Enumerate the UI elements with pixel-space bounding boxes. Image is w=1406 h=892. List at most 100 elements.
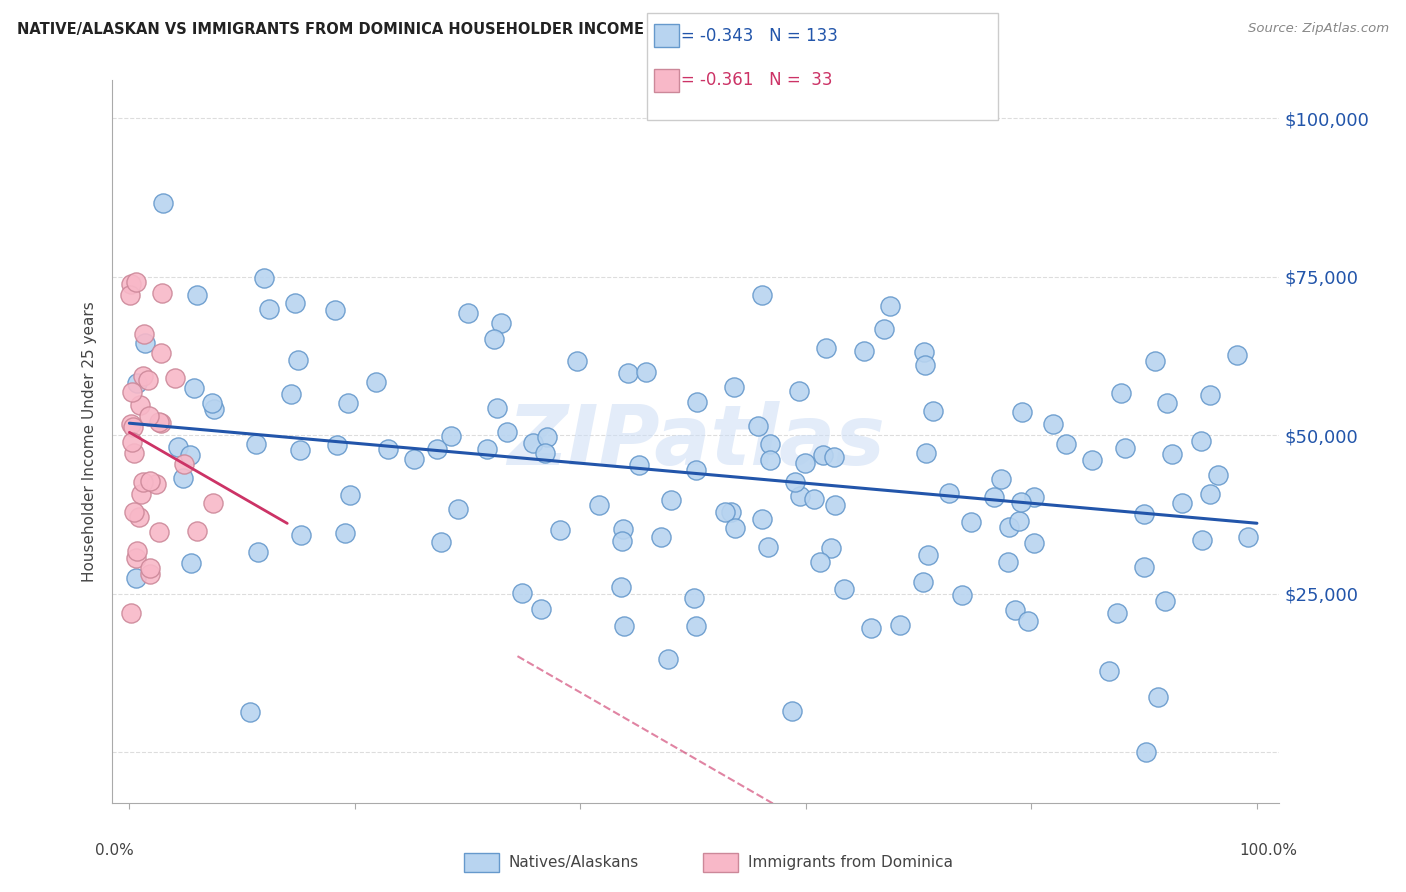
Point: [997, 555, 1019, 569]
Point: [550, 523, 572, 537]
Point: [724, 521, 747, 535]
Point: [138, 474, 160, 488]
Point: [912, 345, 935, 359]
Point: [1198, 387, 1220, 401]
Point: [751, 512, 773, 526]
Point: [125, 376, 148, 390]
Point: [889, 617, 911, 632]
Point: [685, 463, 707, 477]
Point: [134, 327, 156, 342]
Point: [1226, 348, 1249, 362]
Text: NATIVE/ALASKAN VS IMMIGRANTS FROM DOMINICA HOUSEHOLDER INCOME UNDER 25 YEARS COR: NATIVE/ALASKAN VS IMMIGRANTS FROM DOMINI…: [17, 22, 972, 37]
Point: [1199, 487, 1222, 501]
Point: [530, 602, 553, 616]
Point: [747, 418, 769, 433]
Point: [201, 495, 224, 509]
Text: Immigrants from Dominica: Immigrants from Dominica: [748, 855, 953, 870]
Point: [475, 442, 498, 456]
Point: [610, 533, 633, 548]
Point: [336, 396, 359, 410]
Point: [132, 475, 155, 489]
Point: [938, 486, 960, 500]
Point: [720, 504, 742, 518]
Point: [129, 398, 152, 412]
Point: [1237, 530, 1260, 544]
Point: [612, 521, 634, 535]
Point: [588, 498, 610, 512]
Point: [149, 416, 172, 430]
Point: [173, 457, 195, 471]
Point: [1156, 396, 1178, 410]
Point: [1004, 603, 1026, 617]
Point: [714, 506, 737, 520]
Point: [167, 440, 190, 454]
Point: [1135, 745, 1157, 759]
Point: [813, 448, 835, 462]
Point: [794, 456, 817, 470]
Point: [657, 652, 679, 666]
Point: [186, 524, 208, 538]
Point: [280, 387, 302, 401]
Point: [430, 535, 453, 549]
Point: [823, 450, 845, 465]
Point: [139, 567, 162, 582]
Point: [125, 551, 148, 566]
Point: [129, 487, 152, 501]
Point: [814, 341, 837, 355]
Point: [120, 277, 142, 292]
Point: [122, 419, 145, 434]
Point: [253, 271, 276, 285]
Text: 0.0%: 0.0%: [96, 843, 134, 857]
Point: [990, 472, 1012, 486]
Point: [172, 470, 194, 484]
Point: [824, 498, 846, 512]
Point: [136, 373, 159, 387]
Point: [759, 453, 782, 467]
Point: [650, 531, 672, 545]
Point: [1042, 417, 1064, 431]
Point: [165, 371, 187, 385]
Point: [122, 505, 145, 519]
Point: [339, 488, 361, 502]
Point: [914, 358, 936, 372]
Point: [1011, 405, 1033, 419]
Point: [610, 580, 633, 594]
Text: R = -0.343   N = 133: R = -0.343 N = 133: [664, 27, 838, 45]
Point: [180, 556, 202, 570]
Point: [326, 438, 349, 452]
Point: [1208, 468, 1230, 483]
Point: [122, 446, 145, 460]
Point: [534, 445, 557, 459]
Text: ZIPatlas: ZIPatlas: [508, 401, 884, 482]
Point: [627, 458, 650, 472]
Point: [364, 375, 387, 389]
Point: [440, 429, 463, 443]
Point: [787, 384, 810, 398]
Point: [785, 475, 807, 489]
Point: [457, 306, 479, 320]
Point: [1133, 507, 1156, 521]
Point: [284, 295, 307, 310]
Point: [998, 520, 1021, 534]
Point: [489, 316, 512, 330]
Point: [1010, 494, 1032, 508]
Point: [613, 619, 636, 633]
Point: [150, 286, 173, 301]
Text: 100.0%: 100.0%: [1239, 843, 1296, 857]
Point: [120, 607, 142, 621]
Point: [287, 352, 309, 367]
Point: [1170, 496, 1192, 510]
Point: [482, 332, 505, 346]
Point: [323, 303, 346, 318]
Point: [152, 196, 174, 211]
Point: [1191, 434, 1213, 448]
Point: [179, 448, 201, 462]
Point: [1081, 452, 1104, 467]
Point: [917, 548, 939, 562]
Point: [522, 436, 544, 450]
Point: [873, 321, 896, 335]
Point: [125, 571, 148, 585]
Point: [1191, 533, 1213, 548]
Point: [1143, 354, 1166, 368]
Point: [247, 545, 270, 559]
